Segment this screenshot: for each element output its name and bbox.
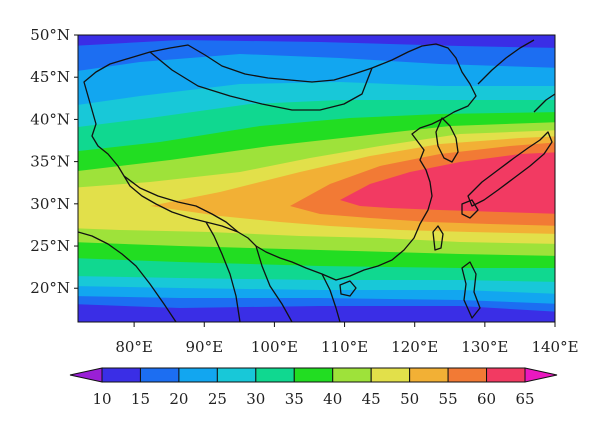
lon-label: 140°E (531, 338, 578, 356)
colorbar-segment (370, 367, 411, 383)
colorbar-segment (101, 367, 141, 383)
lat-label: 45°N (30, 68, 70, 86)
colorbar-label: 65 (515, 390, 534, 408)
colorbar-segment (293, 367, 334, 383)
longitude-axis: 80°E 90°E 100°E 110°E 120°E 130°E 140°E (115, 322, 579, 356)
tibet-himalaya-border (123, 175, 239, 233)
lat-label: 30°N (30, 195, 70, 213)
lon-label: 120°E (391, 338, 438, 356)
lon-label: 130°E (461, 338, 508, 356)
lon-label: 110°E (321, 338, 368, 356)
colorbar-segment (447, 367, 488, 383)
colorbar-segment (216, 367, 257, 383)
colorbar-label: 20 (169, 390, 188, 408)
china-outline (83, 43, 477, 281)
colorbar-label: 10 (92, 390, 111, 408)
lat-label: 35°N (30, 153, 70, 171)
colorbar-label: 40 (323, 390, 342, 408)
japan-kyushu (461, 199, 479, 219)
taiwan (432, 225, 444, 251)
colorbar-segment (178, 367, 218, 383)
lon-label: 100°E (251, 338, 298, 356)
coastlines-borders (78, 39, 555, 322)
hainan (339, 280, 357, 297)
colorbar-label: 25 (208, 390, 227, 408)
colorbar-segment (139, 367, 180, 383)
colorbar-max-triangle (524, 367, 558, 383)
colorbar-label: 15 (131, 390, 150, 408)
colorbar-segment (409, 367, 449, 383)
india-coast (78, 231, 177, 322)
latitude-axis: 50°N 45°N 40°N 35°N 30°N 25°N 20°N (30, 26, 78, 297)
korea (435, 117, 459, 163)
contour-field (78, 35, 555, 322)
colorbar-label: 55 (439, 390, 458, 408)
indochina (255, 245, 293, 322)
colorbar-segment (332, 367, 372, 383)
colorbar-label: 30 (246, 390, 265, 408)
colorbar-segment (255, 367, 295, 383)
lon-label: 90°E (185, 338, 223, 356)
colorbar-label: 35 (285, 390, 304, 408)
colorbar-label: 50 (400, 390, 419, 408)
japan-honshu (467, 131, 553, 207)
sakhalin-coast (477, 39, 535, 85)
mongolia-border (149, 51, 373, 111)
colorbar-min-triangle (69, 367, 103, 383)
japan-north (533, 93, 555, 113)
philippines (461, 261, 481, 319)
colorbar-label: 45 (362, 390, 381, 408)
map-frame (77, 34, 556, 323)
lat-label: 20°N (30, 279, 70, 297)
lat-label: 25°N (30, 237, 70, 255)
lat-label: 50°N (30, 26, 70, 44)
lat-label: 40°N (30, 110, 70, 128)
colorbar: 10 15 20 25 30 35 40 45 50 55 60 65 (69, 367, 558, 408)
india-east-coast (205, 221, 241, 322)
colorbar-segment (486, 367, 526, 383)
indochina-coast (321, 273, 341, 322)
colorbar-label: 60 (477, 390, 496, 408)
lon-label: 80°E (115, 338, 153, 356)
